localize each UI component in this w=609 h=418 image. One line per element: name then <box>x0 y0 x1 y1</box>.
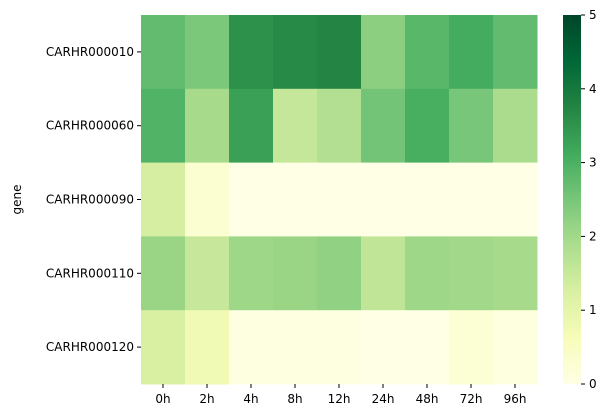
heatmap-cell <box>141 310 186 385</box>
heatmap-cell <box>405 162 450 237</box>
heatmap-cell <box>493 236 538 311</box>
heatmap-cell <box>405 15 450 90</box>
colorbar-tick-label: 3 <box>589 156 597 170</box>
heatmap-cell <box>185 15 230 90</box>
y-tick-label: CARHR000120 <box>46 340 134 354</box>
x-tick-label: 72h <box>460 392 483 406</box>
heatmap-cell <box>449 15 494 90</box>
heatmap-cell <box>405 236 450 311</box>
heatmap-cell <box>185 236 230 311</box>
heatmap-cell <box>229 88 274 164</box>
x-tick-label: 0h <box>155 392 170 406</box>
heatmap-cell <box>449 310 494 385</box>
colorbar <box>563 15 581 384</box>
colorbar-tick-label: 4 <box>589 82 597 96</box>
y-tick-label: CARHR000090 <box>46 193 134 207</box>
x-tick-label: 48h <box>416 392 439 406</box>
y-tick-label: CARHR000110 <box>46 266 134 280</box>
heatmap-cell <box>449 88 494 164</box>
heatmap-cell <box>229 236 274 311</box>
x-tick-label: 96h <box>504 392 527 406</box>
heatmap-cell <box>273 88 318 164</box>
heatmap-cell <box>361 88 406 164</box>
y-tick-label: CARHR000060 <box>46 119 134 133</box>
heatmap-cell <box>141 15 186 90</box>
heatmap-cell <box>361 162 406 237</box>
colorbar-tick-label: 1 <box>589 303 597 317</box>
heatmap-cell <box>493 88 538 164</box>
x-tick-label: 12h <box>328 392 351 406</box>
heatmap-cell <box>185 310 230 385</box>
heatmap-cell <box>493 310 538 385</box>
heatmap-cell <box>185 162 230 237</box>
heatmap-cell <box>317 88 362 164</box>
heatmap-cell <box>273 162 318 237</box>
colorbar-tick-label: 5 <box>589 8 597 22</box>
heatmap-cell <box>317 15 362 90</box>
heatmap-cell <box>361 310 406 385</box>
heatmap-cell <box>405 88 450 164</box>
heatmap-cell <box>405 310 450 385</box>
heatmap-cell <box>273 15 318 90</box>
heatmap-cell <box>317 162 362 237</box>
heatmap-cell <box>317 236 362 311</box>
y-tick-label: CARHR000010 <box>46 45 134 59</box>
heatmap-cell <box>493 15 538 90</box>
heatmap-cell <box>141 236 186 311</box>
colorbar-tick-label: 0 <box>589 377 597 391</box>
colorbar-tick-label: 2 <box>589 229 597 243</box>
heatmap-cell <box>449 236 494 311</box>
heatmap-cell <box>273 310 318 385</box>
x-tick-label: 2h <box>199 392 214 406</box>
heatmap-cell <box>229 15 274 90</box>
heatmap-cell <box>317 310 362 385</box>
x-tick-label: 4h <box>243 392 258 406</box>
heatmap-cell <box>361 236 406 311</box>
x-tick-label: 24h <box>372 392 395 406</box>
heatmap-cell <box>361 15 406 90</box>
heatmap-cell <box>229 162 274 237</box>
heatmap-cell <box>449 162 494 237</box>
x-tick-label: 8h <box>287 392 302 406</box>
heatmap-cell <box>273 236 318 311</box>
heatmap-cell <box>185 88 230 164</box>
heatmap-cell <box>141 88 186 164</box>
heatmap-cell <box>229 310 274 385</box>
heatmap-cell <box>141 162 186 237</box>
heatmap-cell <box>493 162 538 237</box>
y-axis-label: gene <box>10 185 24 215</box>
